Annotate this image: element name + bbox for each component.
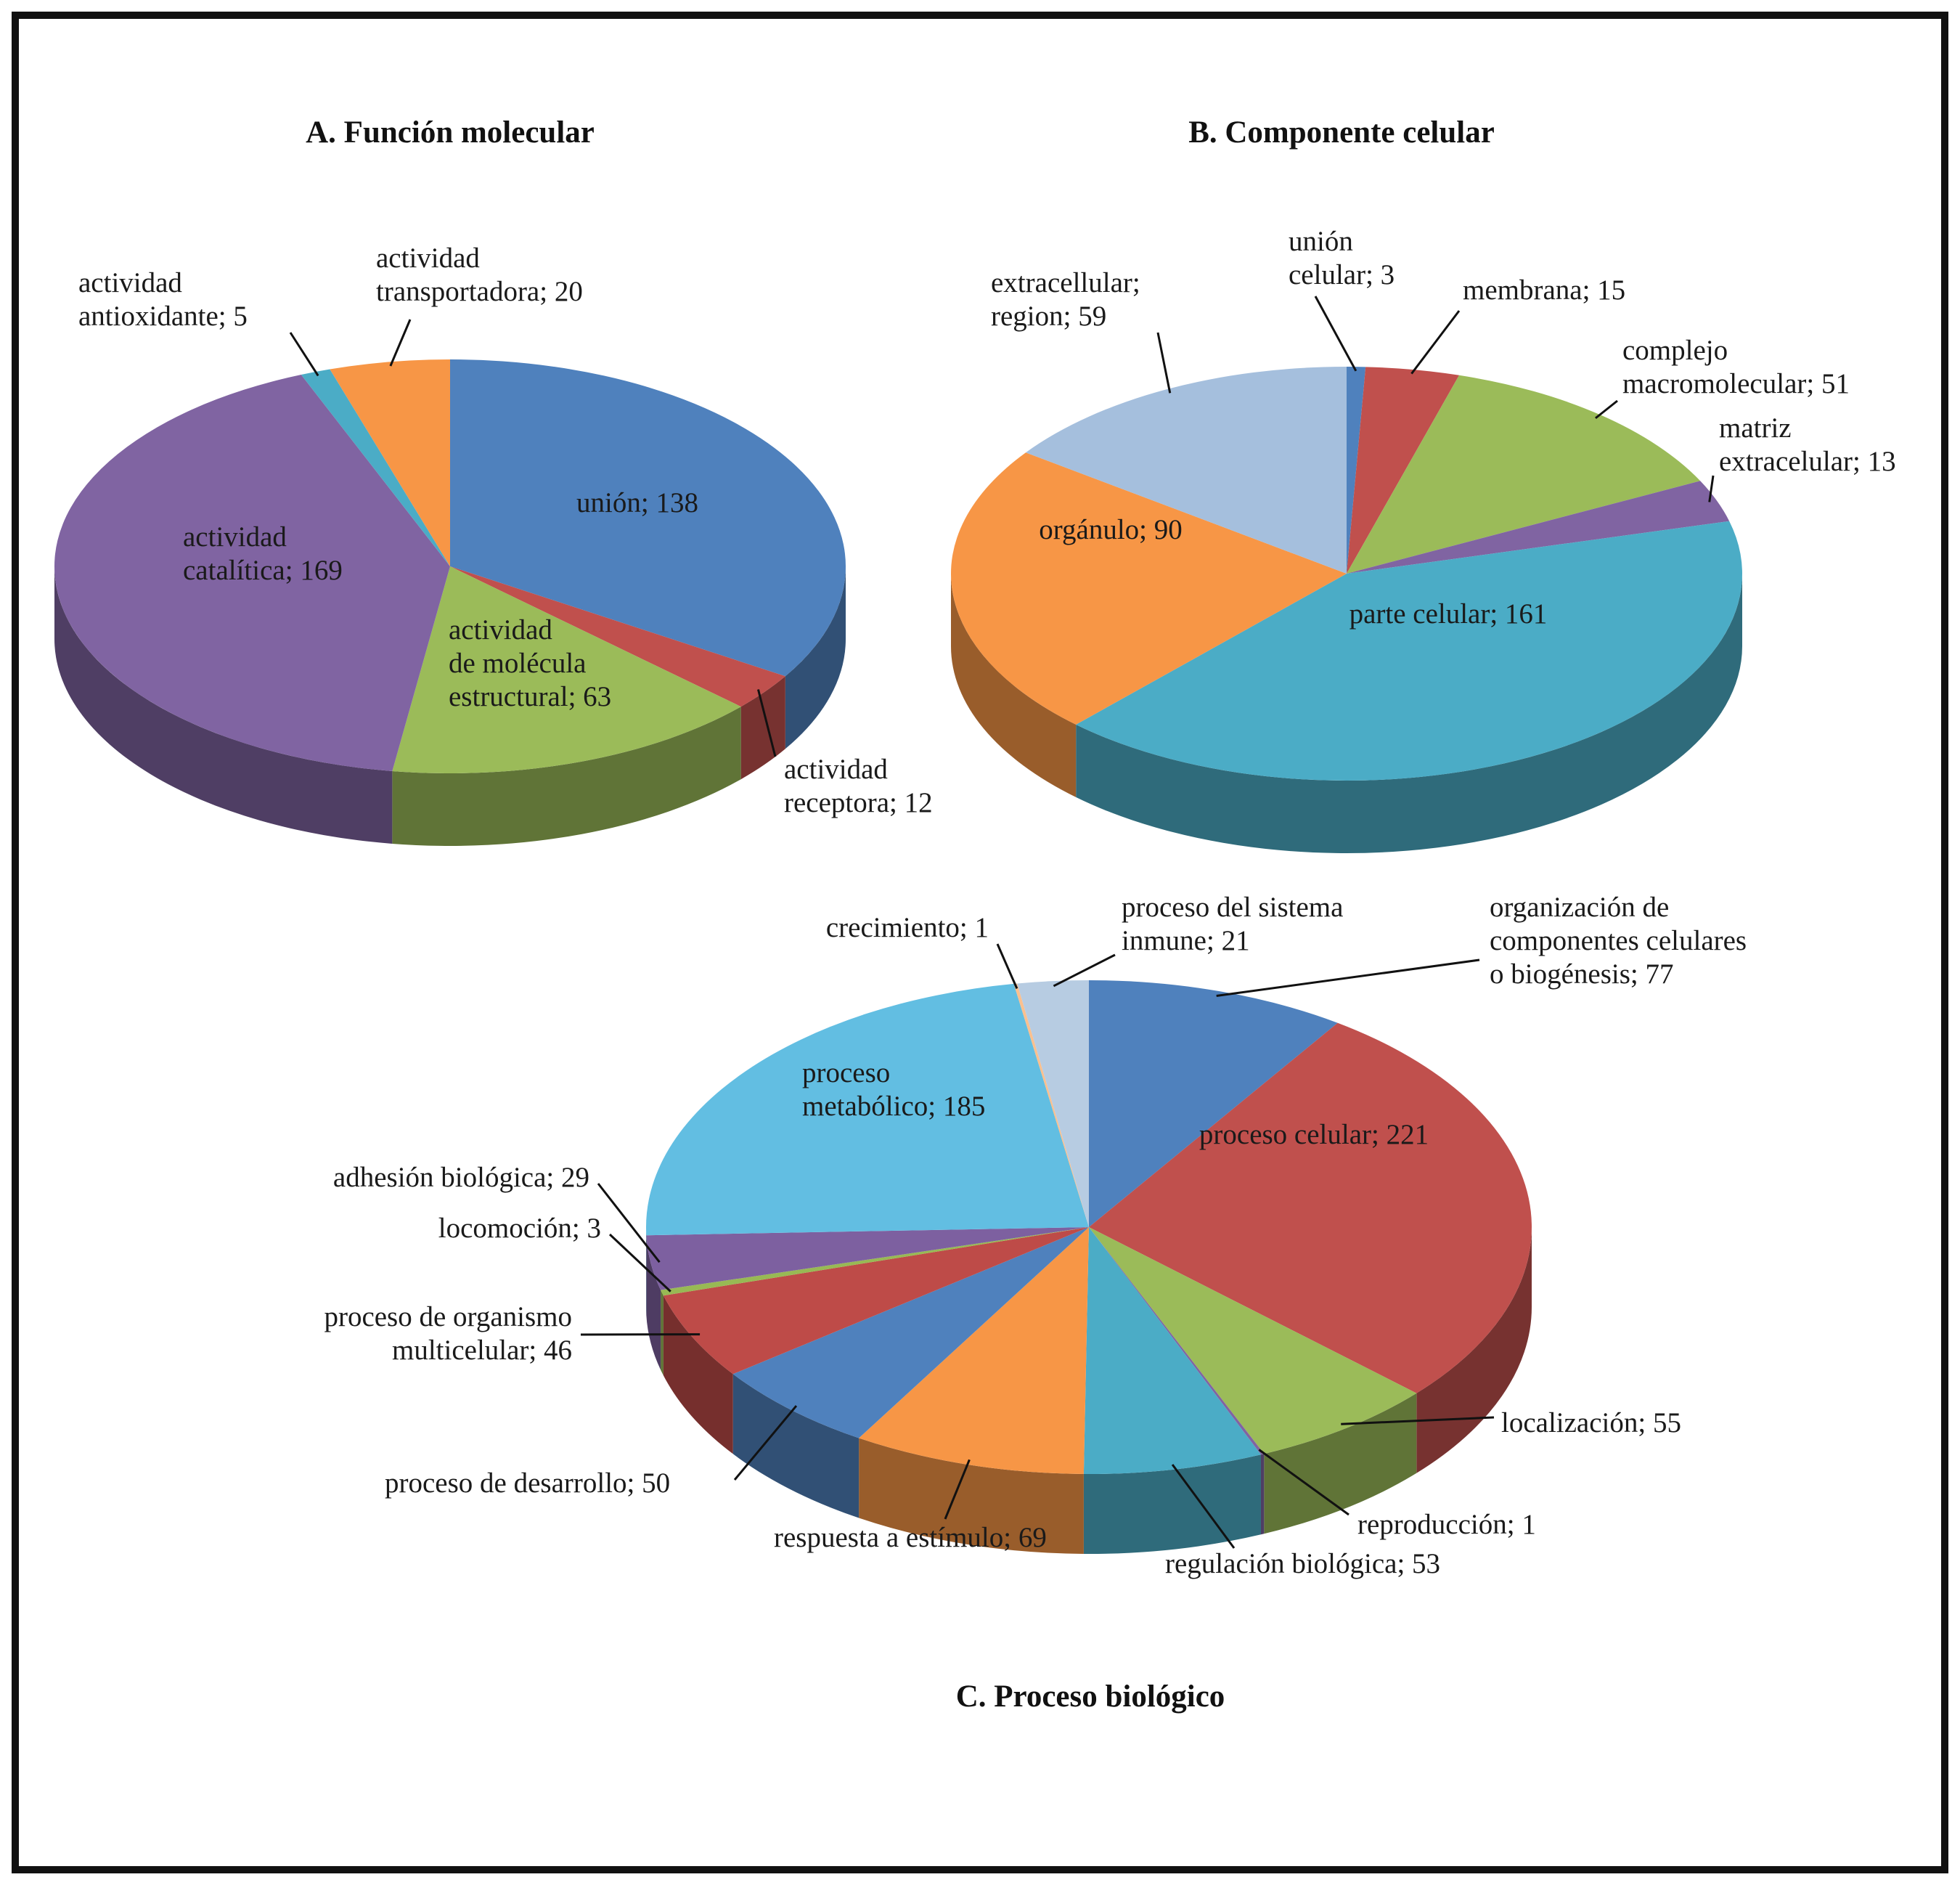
leader-line-proceso-biologico-5 [944,1459,971,1520]
pie-slice-funcion-molecular-1 [450,566,785,707]
pie-slice-side-componente-celular-5 [951,574,1077,797]
pie-slice-componente-celular-3 [1347,481,1730,574]
slice-label-proceso-biologico-11: crecimiento; 1 [826,912,989,943]
pie-slice-side-proceso-biologico-3 [1260,1454,1265,1535]
pie-slice-side-funcion-molecular-3 [54,566,393,844]
pie-slice-side-proceso-biologico-2 [1264,1393,1417,1534]
pie-slice-funcion-molecular-2 [392,566,741,773]
slice-label-componente-celular-3: matriz extracelular; 13 [1719,412,1896,477]
slice-label-componente-celular-2: complejo macromolecular; 51 [1622,335,1850,399]
figure-frame [12,12,1948,1873]
slice-label-componente-celular-1: membrana; 15 [1463,274,1625,306]
pie-slice-side-funcion-molecular-2 [392,707,741,846]
slice-label-componente-celular-4: parte celular; 161 [1349,598,1548,630]
slice-label-proceso-biologico-8: locomoción; 3 [438,1213,601,1244]
leader-line-proceso-biologico-9 [597,1183,661,1263]
leader-line-proceso-biologico-0 [1216,958,1480,997]
pie-slice-componente-celular-0 [1347,367,1366,574]
leader-line-funcion-molecular-1 [757,689,777,757]
leader-line-componente-celular-0 [1314,296,1357,372]
leader-line-proceso-biologico-3 [1258,1449,1349,1516]
pie-slice-proceso-biologico-1 [1089,1022,1532,1393]
pie-slice-componente-celular-4 [1076,521,1743,781]
pie-slice-side-proceso-biologico-1 [1416,1227,1532,1473]
slice-label-funcion-molecular-2: actividad de molécula estructural; 63 [449,614,611,712]
slice-label-funcion-molecular-1: actividad receptora; 12 [784,754,933,818]
slice-label-proceso-biologico-5: respuesta a estímulo; 69 [774,1522,1047,1553]
pie-slice-proceso-biologico-2 [1089,1227,1417,1454]
pie-slice-side-proceso-biologico-8 [661,1290,663,1376]
slice-label-proceso-biologico-7: proceso de organismo multicelular; 46 [324,1301,572,1366]
leader-line-componente-celular-6 [1156,332,1172,394]
chart-c-title: C. Proceso biológico [955,1680,1225,1714]
pie-slice-side-componente-celular-4 [1076,574,1742,853]
slice-label-proceso-biologico-10: proceso metabólico; 185 [802,1057,985,1122]
leader-line-proceso-biologico-4 [1171,1464,1236,1549]
pie-slice-proceso-biologico-11 [1013,983,1089,1227]
pie-slice-side-proceso-biologico-9 [646,1235,661,1370]
leader-line-proceso-biologico-12 [1053,953,1116,988]
pie-slice-componente-celular-5 [950,452,1347,725]
pie-slice-proceso-biologico-9 [646,1227,1089,1290]
pie-slice-funcion-molecular-5 [330,359,450,566]
slice-label-funcion-molecular-4: actividad antioxidante; 5 [78,267,248,332]
slice-label-proceso-biologico-0: organización de componentes celulares o bi… [1490,892,1747,990]
slice-label-proceso-biologico-9: adhesión biológica; 29 [333,1162,589,1193]
pie-slice-proceso-biologico-8 [661,1227,1089,1296]
slice-label-funcion-molecular-0: unión; 138 [576,487,698,518]
slice-label-funcion-molecular-5: actividad transportadora; 20 [376,243,583,307]
leader-line-proceso-biologico-2 [1341,1416,1495,1425]
leader-line-componente-celular-1 [1410,310,1461,375]
slice-label-proceso-biologico-1: proceso celular; 221 [1199,1119,1429,1150]
slice-label-funcion-molecular-3: actividad catalítica; 169 [183,521,343,586]
pie-slice-side-funcion-molecular-0 [785,566,846,749]
pie-slice-proceso-biologico-10 [646,983,1089,1236]
pie-slice-proceso-biologico-5 [859,1227,1089,1474]
slice-label-proceso-biologico-12: proceso del sistema inmune; 21 [1122,892,1343,956]
pie-slice-funcion-molecular-4 [301,369,450,566]
slice-label-proceso-biologico-3: reproducción; 1 [1357,1509,1536,1540]
pie-slice-side-proceso-biologico-5 [859,1438,1084,1554]
slice-label-proceso-biologico-4: regulación biológica; 53 [1165,1548,1440,1579]
pie-slice-proceso-biologico-0 [1089,980,1338,1227]
pie-slice-proceso-biologico-3 [1089,1227,1265,1455]
pie-slice-proceso-biologico-7 [663,1227,1089,1375]
pie-slice-side-proceso-biologico-4 [1083,1454,1261,1555]
chart-b-title: B. Componente celular [1188,115,1495,150]
leader-line-funcion-molecular-5 [389,319,412,367]
slice-label-componente-celular-0: unión celular; 3 [1289,226,1395,290]
pie-slice-componente-celular-6 [1026,367,1347,574]
pie-slice-proceso-biologico-6 [732,1227,1089,1438]
leader-line-componente-celular-3 [1708,475,1715,502]
pie-slice-side-proceso-biologico-6 [732,1374,859,1518]
pie-slice-componente-celular-1 [1347,367,1460,574]
slice-label-componente-celular-6: extracellular; region; 59 [991,267,1140,332]
slice-label-proceso-biologico-6: proceso de desarrollo; 50 [385,1467,670,1499]
chart-a-title: A. Función molecular [306,115,595,150]
pie-slice-proceso-biologico-12 [1017,980,1089,1227]
leader-line-proceso-biologico-8 [608,1233,671,1292]
slice-label-componente-celular-5: orgánulo; 90 [1039,514,1183,545]
leader-line-funcion-molecular-4 [289,332,319,377]
leader-line-componente-celular-2 [1595,399,1618,420]
leader-line-proceso-biologico-6 [733,1405,798,1481]
pie-slice-funcion-molecular-0 [450,359,846,677]
slice-label-proceso-biologico-2: localización; 55 [1501,1407,1681,1438]
pie-slice-componente-celular-2 [1347,375,1701,574]
pie-slice-funcion-molecular-3 [54,374,451,771]
pie-slice-proceso-biologico-4 [1083,1227,1261,1475]
leader-line-proceso-biologico-11 [996,943,1018,990]
